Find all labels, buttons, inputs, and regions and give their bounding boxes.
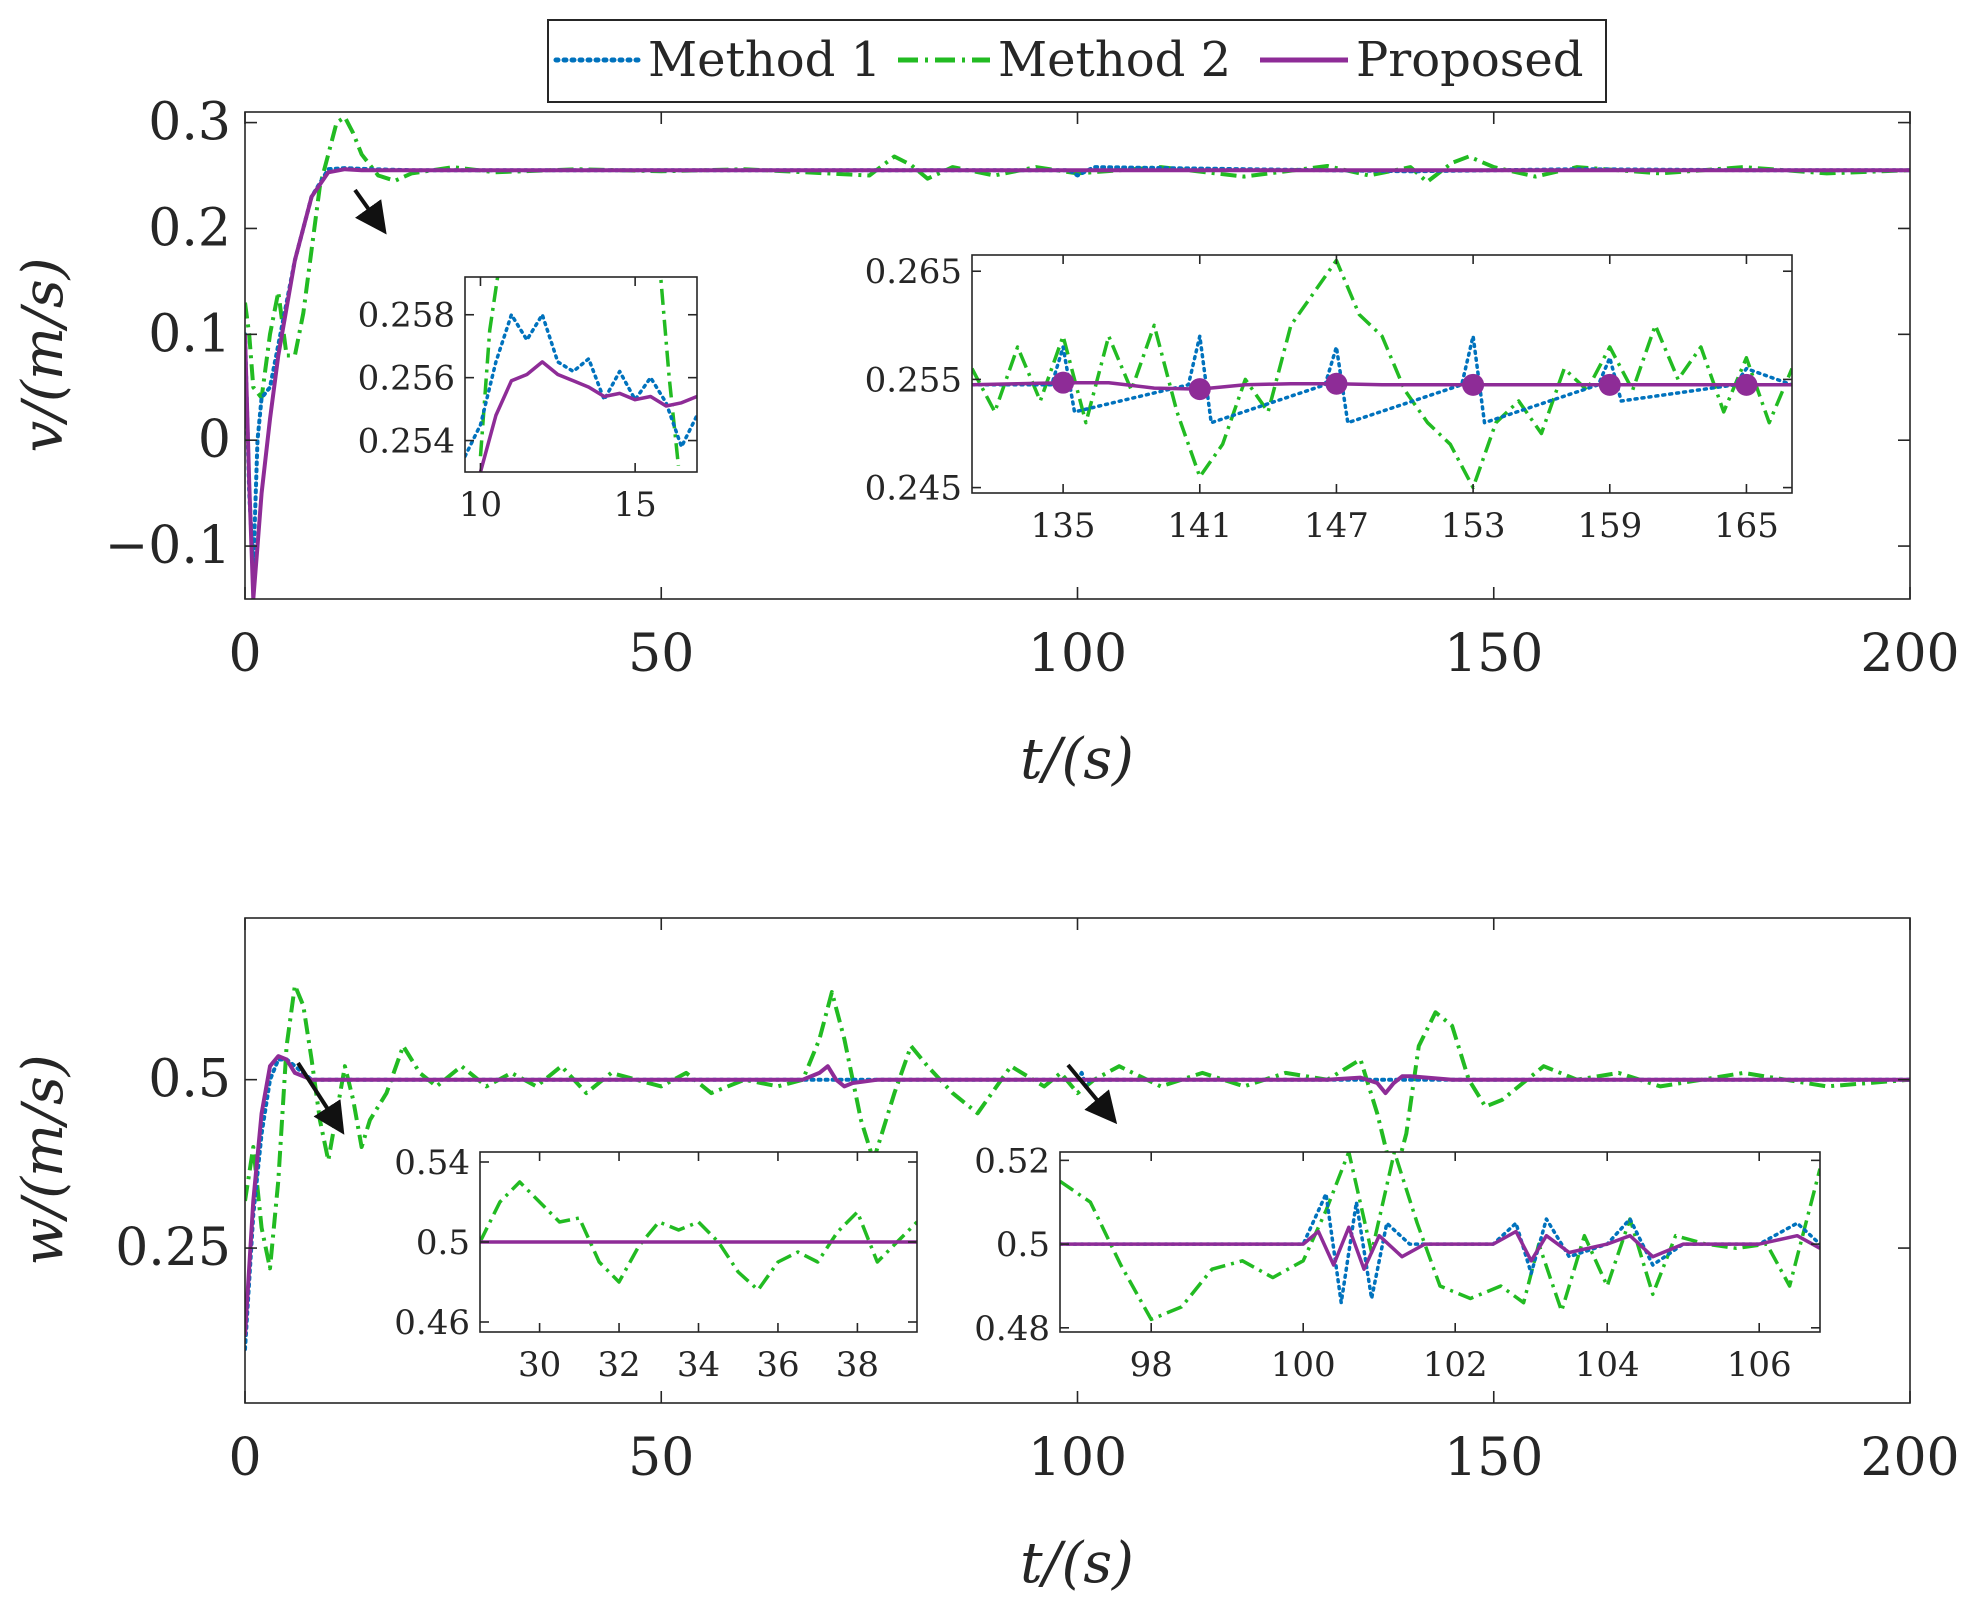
legend-label-method1: Method 1: [648, 32, 881, 88]
top-inset-1-xtick-label: 10: [459, 485, 502, 525]
top-inset-2-marker: [1325, 372, 1348, 395]
bottom-series-group: [245, 983, 1910, 1352]
top-inset-1-series-proposed: [478, 360, 697, 472]
bottom-inset-2-xtick-label: 104: [1575, 1345, 1640, 1385]
bottom-xtick-label: 50: [628, 1428, 694, 1488]
top-inset-2-series-method-2: [972, 258, 1792, 490]
top-inset-1-series-group: [465, 277, 697, 472]
bottom-inset-2-background: [1060, 1152, 1820, 1332]
top-plot-lines: [245, 115, 1910, 599]
top-inset-2-xtick-label: 135: [1031, 506, 1096, 546]
bottom-panel: 0 50 100 150 200 0.25 0.5 w/(m/s) t/(s) 30 32 34…: [11, 917, 1960, 1596]
bottom-inset-2-series-group: [1060, 1152, 1820, 1322]
top-inset-2-marker: [1462, 373, 1485, 396]
top-series-group: [245, 115, 1910, 599]
top-inset-2-background: [972, 255, 1792, 493]
bottom-inset-2-xtick-label: 98: [1130, 1345, 1173, 1385]
top-inset-2-xtick-label: 141: [1167, 506, 1232, 546]
top-inset-1-xtick-label: 15: [614, 485, 657, 525]
bottom-inset-2-arrow: [1066, 1063, 1118, 1125]
bottom-inset-1-arrow: [296, 1061, 345, 1135]
top-inset-1-frame: [464, 276, 698, 473]
top-inset-1-series-method-1: [465, 312, 697, 459]
top-inset-2-marker: [1598, 373, 1621, 396]
top-inset-1-ytick-label: 0.254: [358, 422, 455, 462]
bottom-inset-1: 30 32 34 36 38 0.46 0.5 0.54: [394, 1143, 918, 1385]
top-inset-2-frame: [971, 254, 1793, 494]
top-inset-2-xtick-label: 147: [1304, 506, 1369, 546]
bottom-inset-1-ytick-label: 0.5: [416, 1223, 470, 1263]
top-inset-1-ytick-label: 0.258: [358, 296, 455, 336]
top-inset-2-series-group: [972, 258, 1792, 490]
legend: Method 1 Method 2 Proposed: [547, 19, 1607, 103]
bottom-ytick-label: 0.5: [148, 1050, 231, 1110]
top-x-axis-label: t/(s): [1020, 727, 1134, 792]
bottom-inset-1-xtick-label: 30: [518, 1345, 561, 1385]
bottom-inset-1-xtick-label: 34: [677, 1345, 720, 1385]
bottom-inset-2-series-proposed: [1060, 1225, 1820, 1271]
top-ytick-label: 0.2: [148, 198, 231, 258]
bottom-inset-2-ytick-label: 0.5: [996, 1225, 1050, 1265]
top-ytick-label: −0.1: [105, 516, 231, 576]
top-inset-1-ytick-label: 0.256: [358, 359, 455, 399]
top-inset-1-background: [465, 277, 697, 472]
bottom-inset-2-ytick-label: 0.48: [974, 1309, 1050, 1349]
bottom-xtick-label: 0: [228, 1428, 261, 1488]
top-inset-1-arrow: [353, 188, 387, 235]
top-ytick-label: 0.1: [148, 304, 231, 364]
top-ytick-label: 0.3: [148, 93, 231, 153]
bottom-inset-2-xtick-label: 102: [1423, 1345, 1488, 1385]
top-inset-2-series-proposed: [972, 380, 1792, 391]
bottom-series-method-2: [245, 983, 1910, 1271]
bottom-inset-2-ytick-label: 0.52: [974, 1141, 1050, 1181]
top-inset-2-ytick-label: 0.265: [865, 252, 962, 292]
bottom-inset-1-ytick-label: 0.46: [394, 1303, 470, 1343]
top-xtick-label: 100: [1028, 624, 1127, 684]
top-inset-2-series-method-1: [972, 334, 1792, 425]
top-y-axis-label: v/(m/s): [11, 258, 76, 453]
bottom-series-proposed: [245, 1054, 1910, 1336]
bottom-xtick-label: 100: [1028, 1428, 1127, 1488]
bottom-inset-1-xtick-label: 36: [756, 1345, 799, 1385]
top-xtick-label: 150: [1444, 624, 1543, 684]
bottom-inset-1-series-group: [480, 1180, 917, 1292]
bottom-inset-1-xtick-label: 38: [836, 1345, 879, 1385]
bottom-xtick-label: 200: [1860, 1428, 1959, 1488]
legend-box: [547, 19, 1607, 103]
bottom-x-axis-label: t/(s): [1020, 1531, 1134, 1596]
top-inset-2-marker: [1188, 378, 1211, 401]
bottom-ytick-label: 0.25: [115, 1218, 231, 1278]
bottom-inset-2: 98 100 102 104 106 0.48 0.5 0.52: [974, 1141, 1821, 1385]
top-inset-2-marker: [1052, 371, 1075, 394]
top-inset-2-xtick-label: 165: [1714, 506, 1779, 546]
legend-label-method2: Method 2: [998, 32, 1231, 88]
legend-label-proposed: Proposed: [1356, 32, 1584, 88]
bottom-inset-1-xtick-label: 32: [597, 1345, 640, 1385]
bottom-xtick-label: 150: [1444, 1428, 1543, 1488]
bottom-inset-2-xtick-label: 106: [1727, 1345, 1792, 1385]
top-inset-1: 10 15 0.254 0.256 0.258: [358, 276, 698, 525]
bottom-inset-1-ytick-label: 0.54: [394, 1143, 470, 1183]
top-inset-2-ytick-label: 0.255: [865, 360, 962, 400]
top-panel: 0 50 100 150 200 −0.1 0 0.1 0.2 0.3 v/(m/s) t/(s)…: [11, 93, 1960, 792]
top-xtick-label: 50: [628, 624, 694, 684]
top-xtick-label: 0: [228, 624, 261, 684]
top-ticks: 0 50 100 150 200 −0.1 0 0.1 0.2 0.3: [105, 93, 1960, 684]
top-inset-2-xtick-label: 159: [1577, 506, 1642, 546]
bottom-inset-2-frame: [1059, 1151, 1821, 1333]
top-inset-2-xtick-label: 153: [1441, 506, 1506, 546]
bottom-y-axis-label: w/(m/s): [11, 1054, 76, 1265]
top-series-proposed: [245, 167, 1910, 599]
top-inset-1-series-method-2: [478, 277, 681, 466]
bottom-plot-lines: [245, 983, 1910, 1352]
top-inset-2-marker: [1735, 373, 1758, 396]
top-inset-2: 135 141 147 153 159 165 0.245 0.255 0.265: [865, 252, 1793, 546]
bottom-ticks: 0 50 100 150 200 0.25 0.5: [115, 918, 1960, 1488]
top-inset-2-ytick-label: 0.245: [865, 469, 962, 509]
bottom-inset-2-xtick-label: 100: [1271, 1345, 1336, 1385]
top-ytick-label: 0: [198, 410, 231, 470]
top-xtick-label: 200: [1860, 624, 1959, 684]
